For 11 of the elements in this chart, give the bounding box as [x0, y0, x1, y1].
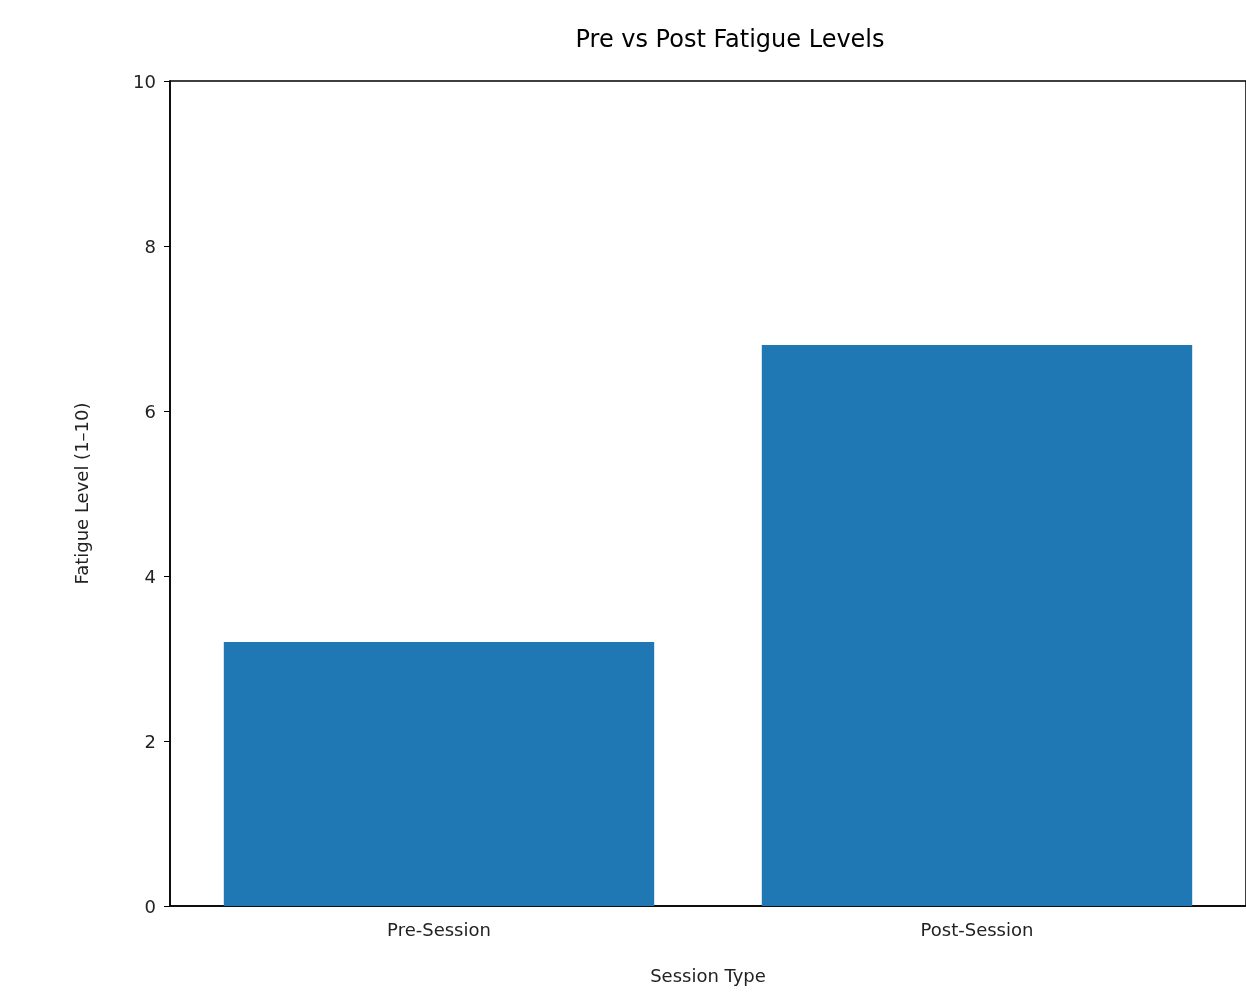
y-tick-label: 8 [144, 235, 156, 257]
x-tick-label: Post-Session [920, 918, 1034, 940]
y-tick-label: 2 [144, 730, 156, 752]
chart-title: Pre vs Post Fatigue Levels [575, 25, 885, 53]
y-axis-title: Fatigue Level (1–10) [70, 402, 92, 585]
y-tick-label: 6 [144, 400, 156, 422]
y-tick-label: 4 [144, 565, 156, 587]
y-tick-label: 0 [144, 895, 156, 917]
x-tick-label: Pre-Session [387, 918, 491, 940]
y-tick-label: 10 [133, 70, 156, 92]
x-axis-title: Session Type [650, 964, 766, 986]
